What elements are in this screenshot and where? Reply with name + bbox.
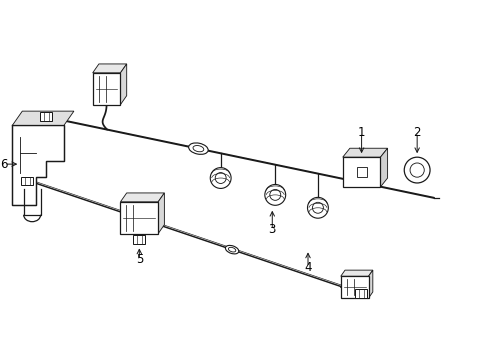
Text: 4: 4 [304,261,311,274]
Ellipse shape [193,145,203,152]
Text: 6: 6 [0,158,8,171]
Polygon shape [120,193,164,202]
Polygon shape [120,64,126,105]
FancyBboxPatch shape [133,235,145,244]
Ellipse shape [264,184,285,205]
FancyBboxPatch shape [340,276,368,298]
Polygon shape [342,148,387,157]
Ellipse shape [141,218,148,222]
FancyBboxPatch shape [354,289,366,298]
FancyBboxPatch shape [93,73,120,105]
Circle shape [409,163,424,177]
Polygon shape [158,193,164,234]
Ellipse shape [225,246,238,254]
FancyBboxPatch shape [356,167,366,177]
Polygon shape [93,64,126,73]
Circle shape [404,157,429,183]
Polygon shape [380,148,387,187]
Polygon shape [12,111,74,125]
Polygon shape [12,125,64,205]
Polygon shape [340,270,372,276]
FancyBboxPatch shape [120,202,158,234]
Text: 2: 2 [412,126,420,139]
FancyBboxPatch shape [40,112,52,121]
Ellipse shape [228,247,235,252]
Ellipse shape [307,197,327,218]
Polygon shape [368,270,372,298]
Ellipse shape [138,216,151,224]
Ellipse shape [215,172,225,184]
Text: 3: 3 [268,223,275,236]
Ellipse shape [269,189,280,201]
Ellipse shape [188,143,208,154]
FancyBboxPatch shape [21,176,33,185]
Ellipse shape [210,168,231,188]
Text: 1: 1 [357,126,365,139]
FancyBboxPatch shape [342,157,380,187]
Text: 5: 5 [135,253,142,266]
Ellipse shape [312,202,323,213]
